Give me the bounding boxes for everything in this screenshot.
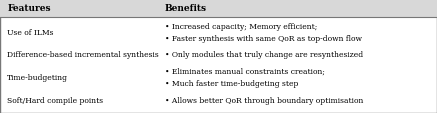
Text: Difference-based incremental synthesis: Difference-based incremental synthesis [7,51,159,59]
Text: Soft/Hard compile points: Soft/Hard compile points [7,96,104,104]
Text: Time-budgeting: Time-budgeting [7,73,69,81]
Text: • Much faster time-budgeting step: • Much faster time-budgeting step [165,79,298,87]
Text: • Only modules that truly change are resynthesized: • Only modules that truly change are res… [165,51,363,59]
Text: • Allows better QoR through boundary optimisation: • Allows better QoR through boundary opt… [165,96,363,104]
Text: Use of ILMs: Use of ILMs [7,29,54,37]
Text: Features: Features [7,4,51,13]
Text: Benefits: Benefits [165,4,207,13]
Text: • Increased capacity; Memory efficient;: • Increased capacity; Memory efficient; [165,23,317,31]
Text: • Eliminates manual constraints creation;: • Eliminates manual constraints creation… [165,67,325,75]
Text: • Faster synthesis with same QoR as top-down flow: • Faster synthesis with same QoR as top-… [165,35,362,43]
FancyBboxPatch shape [0,0,437,18]
